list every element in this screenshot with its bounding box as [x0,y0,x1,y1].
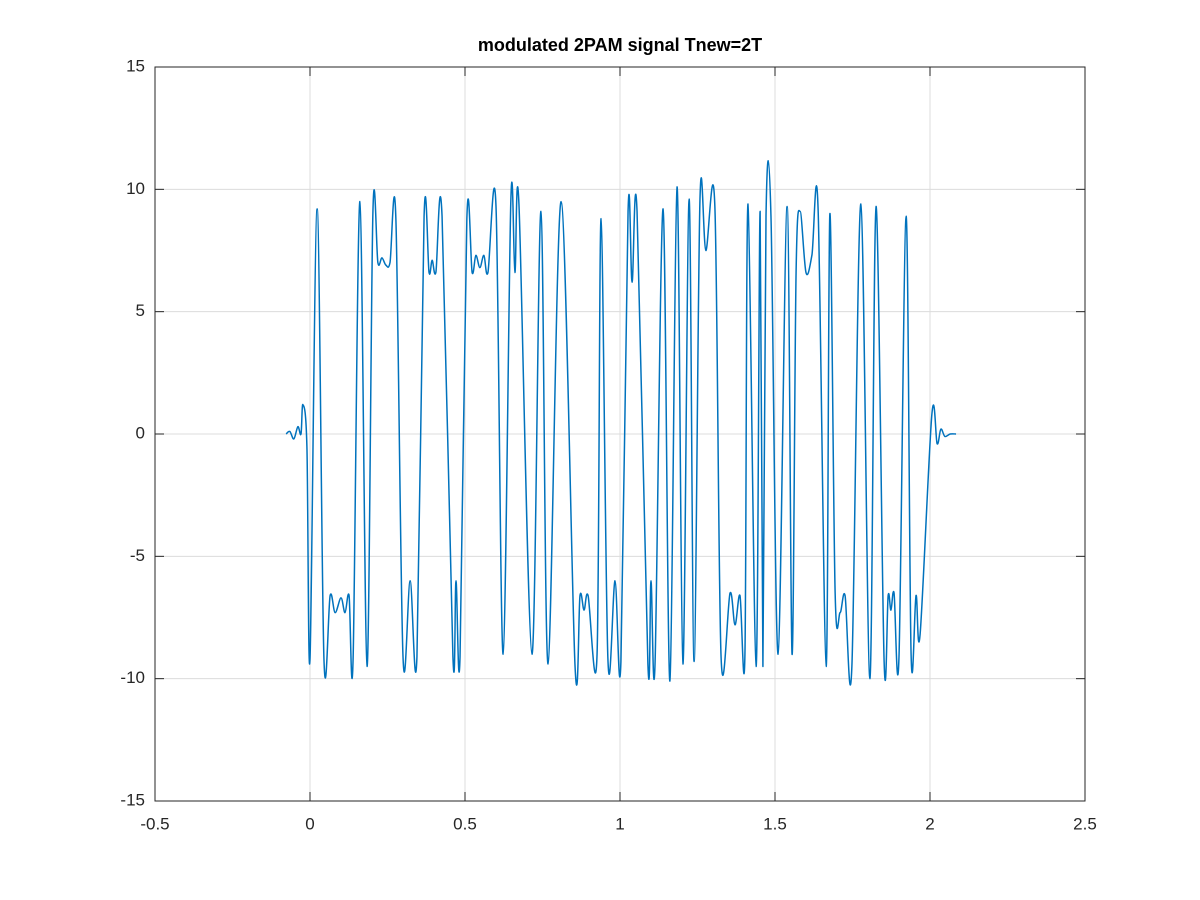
x-tick-label: -0.5 [140,814,169,833]
x-tick-label: 1 [615,814,624,833]
y-tick-label: 5 [136,301,145,320]
x-tick-label: 0 [305,814,314,833]
y-tick-label: 10 [126,179,145,198]
y-tick-label: 0 [136,423,145,442]
x-tick-label: 1.5 [763,814,787,833]
x-tick-label: 2 [925,814,934,833]
x-tick-label: 0.5 [453,814,477,833]
signal-line [285,160,957,686]
y-tick-label: 15 [126,56,145,75]
y-tick-label: -10 [120,668,145,687]
chart-title: modulated 2PAM signal Tnew=2T [478,35,762,55]
axes-box [154,66,1086,802]
y-tick-label: -5 [130,546,145,565]
y-tick-label: -15 [120,790,145,809]
x-tick-label: 2.5 [1073,814,1097,833]
